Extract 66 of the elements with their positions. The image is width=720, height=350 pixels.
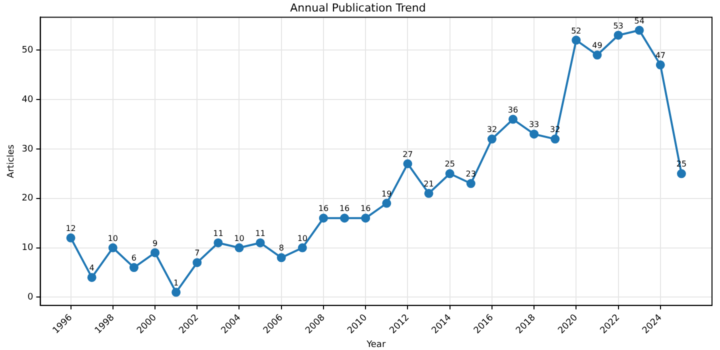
point <box>214 238 223 248</box>
data-label: 12 <box>66 224 76 233</box>
point <box>550 134 560 144</box>
y-tick-label: 40 <box>22 94 34 105</box>
data-label: 11 <box>213 228 224 238</box>
point <box>129 263 138 272</box>
point <box>403 159 412 168</box>
point <box>445 169 454 178</box>
data-label: 11 <box>255 228 266 238</box>
point <box>276 253 286 262</box>
point <box>424 188 434 198</box>
data-label: 53 <box>613 21 624 30</box>
point <box>487 134 496 144</box>
point <box>340 214 350 223</box>
point <box>382 198 392 208</box>
data-label: 49 <box>592 41 602 50</box>
data-label: 52 <box>571 26 582 36</box>
point <box>361 214 370 223</box>
data-label: 21 <box>424 179 434 188</box>
point <box>87 272 96 282</box>
data-label: 16 <box>318 204 329 214</box>
data-label: 19 <box>382 189 392 198</box>
data-label: 7 <box>194 248 200 258</box>
point <box>508 114 518 124</box>
y-tick-label: 0 <box>28 292 34 303</box>
point <box>66 233 76 242</box>
y-tick-label: 30 <box>22 144 34 154</box>
point <box>634 26 644 35</box>
data-label: 16 <box>339 204 350 214</box>
y-tick-label: 50 <box>22 45 34 56</box>
point <box>298 243 307 252</box>
y-tick-label: 10 <box>22 243 34 254</box>
data-label: 32 <box>486 125 498 134</box>
point <box>572 36 581 45</box>
point <box>530 130 539 139</box>
data-label: 10 <box>297 234 308 243</box>
point <box>150 248 160 258</box>
point <box>108 243 118 252</box>
data-label: 9 <box>152 238 158 248</box>
data-label: 10 <box>234 234 244 243</box>
point <box>676 169 686 178</box>
y-axis-title: Articles <box>6 144 17 178</box>
data-label: 8 <box>278 244 284 253</box>
chart-title: Annual Publication Trend <box>290 1 426 14</box>
data-label: 27 <box>402 150 413 159</box>
data-label: 54 <box>634 16 644 26</box>
data-label: 10 <box>108 234 118 243</box>
point <box>656 60 665 70</box>
data-label: 33 <box>528 120 540 130</box>
y-tick-label: 20 <box>22 194 34 204</box>
x-axis-title: Year <box>366 340 386 350</box>
data-label: 6 <box>131 254 137 263</box>
data-label: 16 <box>360 204 371 214</box>
point <box>192 258 202 268</box>
point <box>592 50 602 60</box>
point <box>172 288 181 297</box>
point <box>614 30 623 40</box>
data-label: 1 <box>174 278 179 288</box>
point <box>234 243 244 252</box>
point <box>318 214 328 223</box>
data-label: 47 <box>655 50 666 60</box>
point <box>466 179 476 188</box>
data-label: 4 <box>89 264 94 273</box>
data-label: 36 <box>508 105 518 114</box>
data-label: 25 <box>444 160 455 169</box>
point <box>256 238 265 248</box>
